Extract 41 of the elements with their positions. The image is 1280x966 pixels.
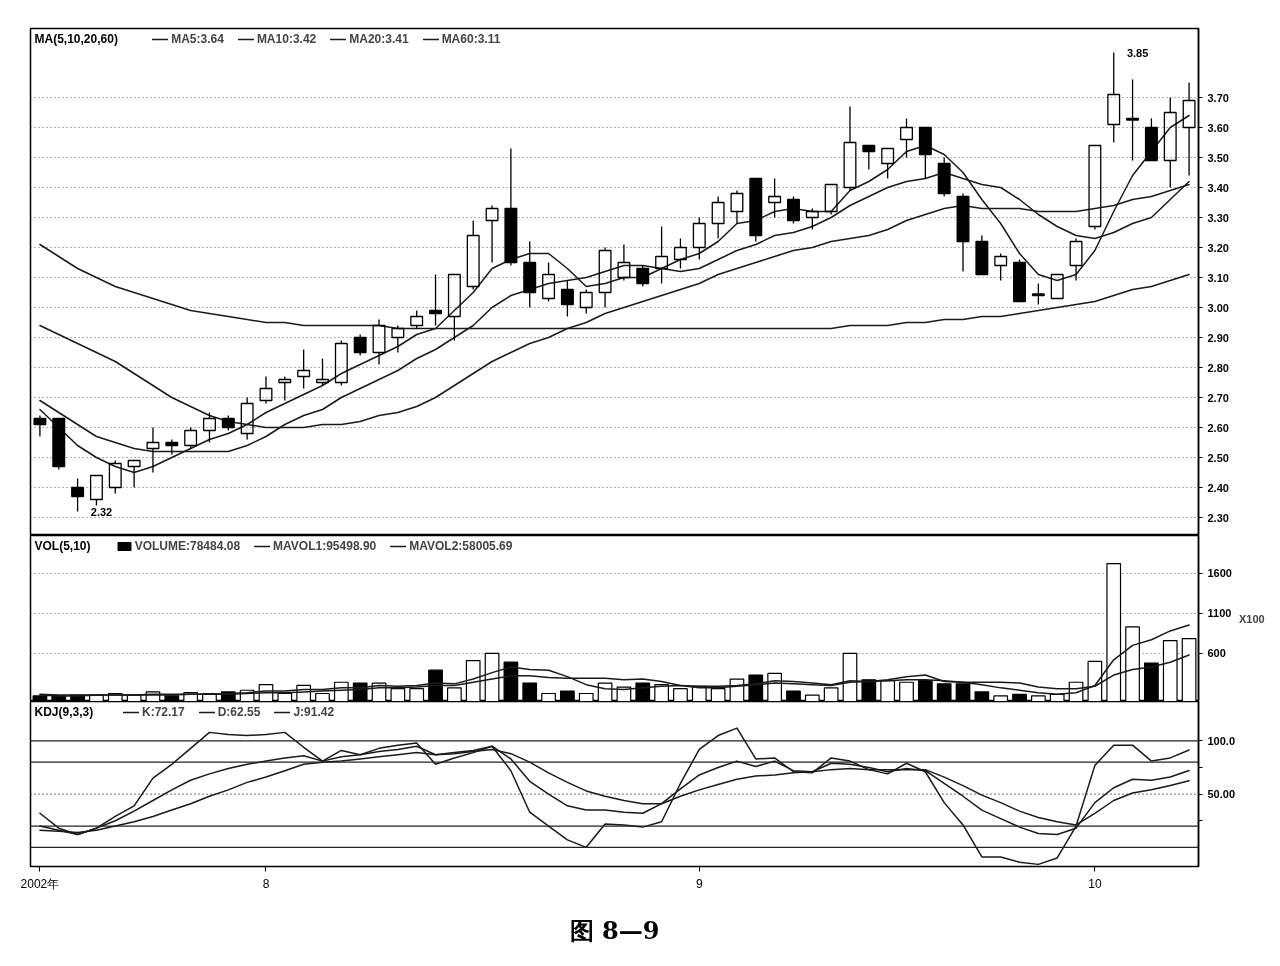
y-tick-label: 2.80 xyxy=(1207,361,1229,374)
y-tick-label: 2.50 xyxy=(1207,451,1229,464)
y-tick-label: 1100 xyxy=(1207,607,1232,620)
y-tick-label: 3.70 xyxy=(1207,91,1229,104)
annotation: 3.85 xyxy=(1126,46,1149,59)
y-tick-label: 1600 xyxy=(1207,567,1232,580)
legend-label: MA20:3.41 xyxy=(349,32,409,46)
y-tick-label: 100.0 xyxy=(1207,734,1236,747)
y-tick-label: 3.40 xyxy=(1207,181,1229,194)
legend-label: MAVOL1:95498.90 xyxy=(273,539,377,553)
y-tick-label: 3.10 xyxy=(1207,271,1229,284)
y-tick-label: 3.20 xyxy=(1207,241,1229,254)
y-axis-title: X100 xyxy=(1238,612,1265,625)
legend-label: K:72.17 xyxy=(142,705,185,719)
legend-label: D:62.55 xyxy=(217,705,261,719)
y-tick-label: 50.00 xyxy=(1207,788,1236,801)
chart-title: VOL(5,10) xyxy=(34,538,91,553)
y-tick-label: 3.60 xyxy=(1207,121,1229,134)
y-tick-label: 2.90 xyxy=(1207,331,1229,344)
y-tick-label: 2.30 xyxy=(1207,511,1229,524)
caption: 图 8—9 xyxy=(569,915,660,945)
legend-label: J:91.42 xyxy=(293,705,335,719)
x-tick-label: 9 xyxy=(695,876,703,891)
y-tick-label: 2.60 xyxy=(1207,421,1229,434)
chart-title: MA(5,10,20,60) xyxy=(34,31,118,46)
y-tick-label: 2.70 xyxy=(1207,391,1229,404)
chart-title: KDJ(9,3,3) xyxy=(34,704,94,719)
y-tick-label: 600 xyxy=(1207,647,1226,660)
y-tick-label: 3.30 xyxy=(1207,211,1229,224)
y-tick-label: 3.50 xyxy=(1207,151,1229,164)
legend-label: MAVOL2:58005.69 xyxy=(409,539,513,553)
x-tick-label: 2002年 xyxy=(20,876,60,891)
y-tick-label: 2.40 xyxy=(1207,481,1229,494)
legend-label: MA5:3.64 xyxy=(171,32,224,46)
legend-label: MA10:3.42 xyxy=(256,32,317,46)
legend-label: VOLUME:78484.08 xyxy=(134,539,241,553)
annotation: 2.32 xyxy=(90,505,113,518)
legend-label: MA60:3.11 xyxy=(441,32,501,46)
x-tick-label: 8 xyxy=(262,876,270,891)
y-tick-label: 3.00 xyxy=(1207,301,1229,314)
x-tick-label: 10 xyxy=(1088,876,1102,891)
